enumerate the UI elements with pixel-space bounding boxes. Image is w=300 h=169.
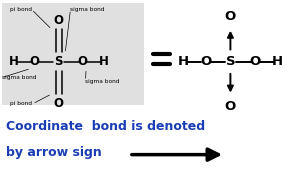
Text: O: O — [77, 55, 88, 68]
Text: sigma bond: sigma bond — [2, 75, 36, 80]
Text: O: O — [53, 14, 64, 27]
Text: Coordinate  bond is denoted: Coordinate bond is denoted — [6, 120, 205, 133]
Text: O: O — [225, 10, 236, 23]
Text: H: H — [272, 55, 284, 68]
Text: O: O — [250, 55, 261, 68]
FancyBboxPatch shape — [2, 3, 144, 105]
Text: O: O — [29, 55, 40, 68]
Text: H: H — [9, 55, 18, 68]
Text: pi bond: pi bond — [11, 101, 32, 106]
Text: sigma bond: sigma bond — [85, 79, 120, 84]
Text: O: O — [200, 55, 211, 68]
Text: H: H — [99, 55, 108, 68]
Text: sigma bond: sigma bond — [70, 7, 105, 12]
Text: by arrow sign: by arrow sign — [6, 147, 102, 159]
Text: O: O — [53, 97, 64, 110]
Text: O: O — [225, 100, 236, 113]
Text: H: H — [177, 55, 189, 68]
Text: S: S — [54, 55, 63, 68]
Text: S: S — [226, 55, 235, 68]
Text: pi bond: pi bond — [10, 7, 32, 12]
